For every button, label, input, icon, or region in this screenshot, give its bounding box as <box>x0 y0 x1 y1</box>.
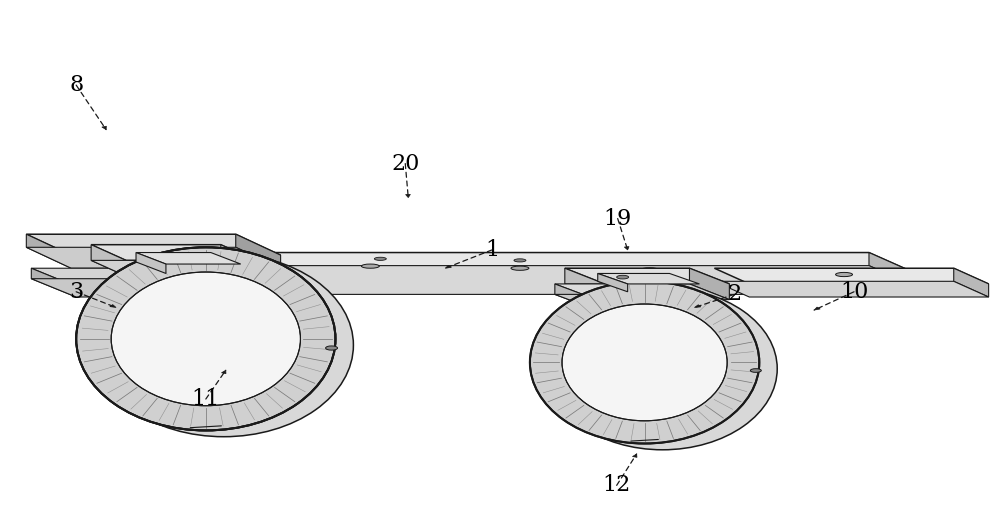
Polygon shape <box>136 252 166 274</box>
Ellipse shape <box>548 288 777 450</box>
Polygon shape <box>445 265 451 268</box>
Ellipse shape <box>608 286 622 290</box>
Polygon shape <box>598 274 699 284</box>
Polygon shape <box>101 252 166 295</box>
Text: 8: 8 <box>69 74 83 96</box>
Ellipse shape <box>361 264 379 268</box>
Polygon shape <box>91 260 256 276</box>
Ellipse shape <box>374 257 386 260</box>
Polygon shape <box>714 281 989 297</box>
Polygon shape <box>565 284 729 300</box>
Polygon shape <box>91 245 126 276</box>
Ellipse shape <box>836 272 853 277</box>
Polygon shape <box>101 266 934 295</box>
Ellipse shape <box>94 254 353 437</box>
Polygon shape <box>714 268 989 284</box>
Ellipse shape <box>562 304 727 421</box>
Ellipse shape <box>580 310 745 427</box>
Polygon shape <box>406 195 410 198</box>
Polygon shape <box>136 252 241 264</box>
Polygon shape <box>565 268 605 300</box>
Text: 11: 11 <box>192 388 220 410</box>
Polygon shape <box>555 284 699 297</box>
Polygon shape <box>221 370 226 373</box>
Ellipse shape <box>326 346 338 350</box>
Polygon shape <box>101 252 934 281</box>
Polygon shape <box>236 234 281 268</box>
Polygon shape <box>26 247 281 268</box>
Polygon shape <box>565 268 729 284</box>
Polygon shape <box>954 268 989 297</box>
Ellipse shape <box>121 274 141 279</box>
Text: 2: 2 <box>727 284 741 306</box>
Polygon shape <box>598 274 628 292</box>
Polygon shape <box>31 268 76 297</box>
Ellipse shape <box>511 266 529 270</box>
Ellipse shape <box>514 259 526 262</box>
Ellipse shape <box>76 247 335 430</box>
Polygon shape <box>555 295 699 308</box>
Polygon shape <box>694 305 701 308</box>
Polygon shape <box>555 284 590 308</box>
Polygon shape <box>632 454 637 457</box>
Polygon shape <box>110 305 116 308</box>
Polygon shape <box>624 247 629 250</box>
Polygon shape <box>869 252 934 295</box>
Polygon shape <box>31 279 286 297</box>
Polygon shape <box>91 245 256 260</box>
Text: 20: 20 <box>391 153 419 175</box>
Ellipse shape <box>530 281 759 443</box>
Text: 3: 3 <box>69 281 83 303</box>
Ellipse shape <box>617 275 629 279</box>
Text: 1: 1 <box>485 239 499 261</box>
Ellipse shape <box>641 268 659 272</box>
Ellipse shape <box>750 369 761 372</box>
Text: 10: 10 <box>840 281 868 303</box>
Polygon shape <box>221 245 256 276</box>
Polygon shape <box>814 307 820 310</box>
Polygon shape <box>31 268 286 287</box>
Polygon shape <box>102 126 106 129</box>
Ellipse shape <box>111 272 300 406</box>
Text: 12: 12 <box>603 474 631 497</box>
Polygon shape <box>26 234 281 255</box>
Polygon shape <box>689 268 729 300</box>
Ellipse shape <box>130 279 317 411</box>
Text: 19: 19 <box>604 208 632 229</box>
Polygon shape <box>26 234 71 268</box>
